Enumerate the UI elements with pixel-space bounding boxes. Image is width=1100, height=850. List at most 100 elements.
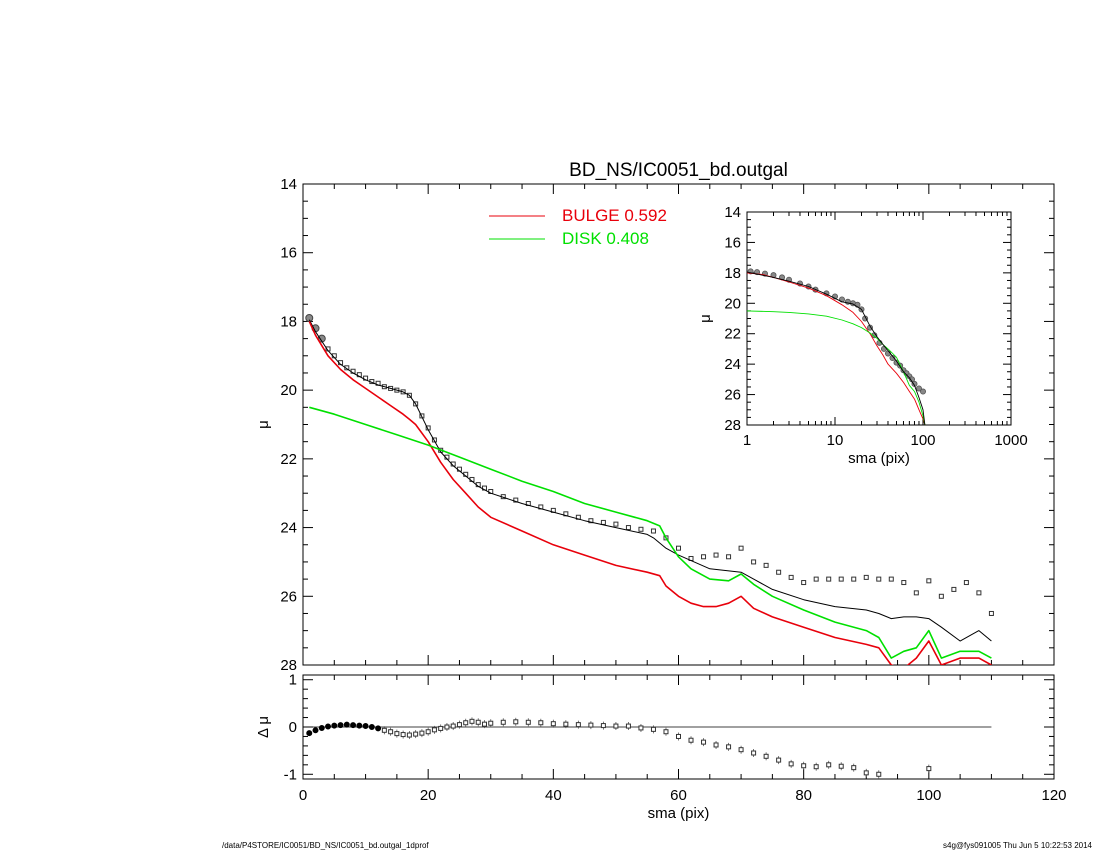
residual-point xyxy=(838,763,844,769)
residual-point xyxy=(469,718,475,724)
residual-point xyxy=(763,753,769,759)
main-data-point xyxy=(951,586,957,592)
inset-y-axis-label: μ xyxy=(697,314,714,323)
inset-x-tick-label: 1 xyxy=(743,432,751,449)
residual-point xyxy=(481,721,487,727)
main-y-tick-label: 26 xyxy=(280,588,297,605)
inset-x-axis-label: sma (pix) xyxy=(848,450,910,467)
residual-point xyxy=(425,729,431,735)
residual-x-tick-label: 20 xyxy=(420,787,437,804)
residual-point xyxy=(394,731,400,737)
main-data-point xyxy=(838,576,844,582)
residual-point xyxy=(438,725,444,731)
residual-point xyxy=(575,722,581,728)
residual-point xyxy=(312,727,319,734)
residual-point xyxy=(337,722,344,729)
residual-point xyxy=(600,723,606,729)
inset-y-tick-label: 20 xyxy=(724,295,741,312)
main-data-point xyxy=(963,580,969,586)
main-data-point xyxy=(638,526,644,532)
residual-point xyxy=(788,761,794,767)
footer-file-path: /data/P4STORE/IC0051/BD_NS/IC0051_bd.out… xyxy=(222,841,429,850)
main-data-point xyxy=(713,552,719,558)
inset-y-tick-label: 14 xyxy=(724,204,741,221)
main-bulge-line xyxy=(308,321,992,665)
residual-point xyxy=(801,763,807,769)
main-y-tick-label: 14 xyxy=(280,176,297,193)
residual-point xyxy=(851,765,857,771)
legend-label-1: DISK 0.408 xyxy=(562,229,649,248)
residual-x-tick-label: 40 xyxy=(545,787,562,804)
main-y-axis-label: μ xyxy=(255,420,272,429)
inset-data-point xyxy=(920,388,927,395)
residual-point xyxy=(413,731,419,737)
main-data-point xyxy=(600,519,606,525)
main-y-tick-label: 16 xyxy=(280,245,297,262)
main-disk-line xyxy=(309,406,992,659)
residual-y-tick-label: -1 xyxy=(284,766,297,783)
main-data-point xyxy=(751,559,757,565)
inset-log-panel: 1 10 100 1000 14 16 18 20 22 24 26 28 sma (pix) μ xyxy=(697,204,1028,467)
residual-point xyxy=(676,733,681,739)
main-data-point xyxy=(876,576,882,582)
residual-point xyxy=(751,750,757,756)
residual-point xyxy=(776,757,782,763)
main-data-point xyxy=(976,590,982,596)
main-data-point xyxy=(801,580,807,586)
residual-x-tick-label: 100 xyxy=(916,787,941,804)
inset-y-tick-label: 24 xyxy=(724,356,741,373)
residual-point xyxy=(450,723,456,729)
residual-point xyxy=(475,719,481,725)
main-data-point xyxy=(988,610,994,616)
residual-point xyxy=(388,729,394,735)
residual-point xyxy=(331,722,338,729)
residual-y-tick-label: 1 xyxy=(289,672,297,689)
inset-disk-line xyxy=(747,310,926,425)
residual-point xyxy=(381,727,387,733)
residual-point xyxy=(431,727,437,733)
residual-point xyxy=(488,720,494,726)
residual-point xyxy=(826,762,832,768)
residual-point xyxy=(813,764,819,770)
residual-point xyxy=(701,739,707,745)
inset-model-line xyxy=(747,271,926,425)
legend-label-0: BULGE 0.592 xyxy=(562,206,667,225)
residual-point xyxy=(550,721,556,727)
residual-point xyxy=(500,719,506,725)
residual-point xyxy=(350,722,357,729)
residual-point xyxy=(538,720,544,726)
residual-point xyxy=(525,719,531,725)
main-data-point xyxy=(938,593,944,599)
inset-y-tick-label: 22 xyxy=(724,326,741,343)
residual-point xyxy=(563,721,569,727)
residual-point xyxy=(726,744,732,750)
residual-point xyxy=(419,730,425,736)
residual-point xyxy=(306,730,313,737)
residual-x-tick-label: 0 xyxy=(299,787,307,804)
main-data-point xyxy=(763,562,769,568)
residual-point xyxy=(368,724,375,730)
residual-point xyxy=(325,723,332,730)
residual-point xyxy=(738,747,744,753)
inset-x-tick-label: 1000 xyxy=(994,432,1027,449)
residual-point xyxy=(362,723,369,730)
main-data-point xyxy=(788,574,794,580)
inset-y-tick-label: 16 xyxy=(724,234,741,251)
residual-point xyxy=(463,720,469,726)
main-data-point xyxy=(863,574,869,580)
inset-y-tick-label: 28 xyxy=(724,417,741,434)
inset-bulge-line xyxy=(747,272,926,425)
residual-point xyxy=(663,729,669,735)
main-data-point xyxy=(650,528,656,534)
main-y-tick-label: 28 xyxy=(280,657,297,674)
residual-point xyxy=(688,737,694,743)
main-y-tick-label: 18 xyxy=(280,313,297,330)
residual-point xyxy=(400,732,406,738)
residual-point xyxy=(588,722,594,728)
main-title: BD_NS/IC0051_bd.outgal xyxy=(569,160,788,181)
residual-point xyxy=(406,732,412,738)
main-data-point xyxy=(625,525,631,531)
main-y-tick-label: 24 xyxy=(280,520,297,537)
